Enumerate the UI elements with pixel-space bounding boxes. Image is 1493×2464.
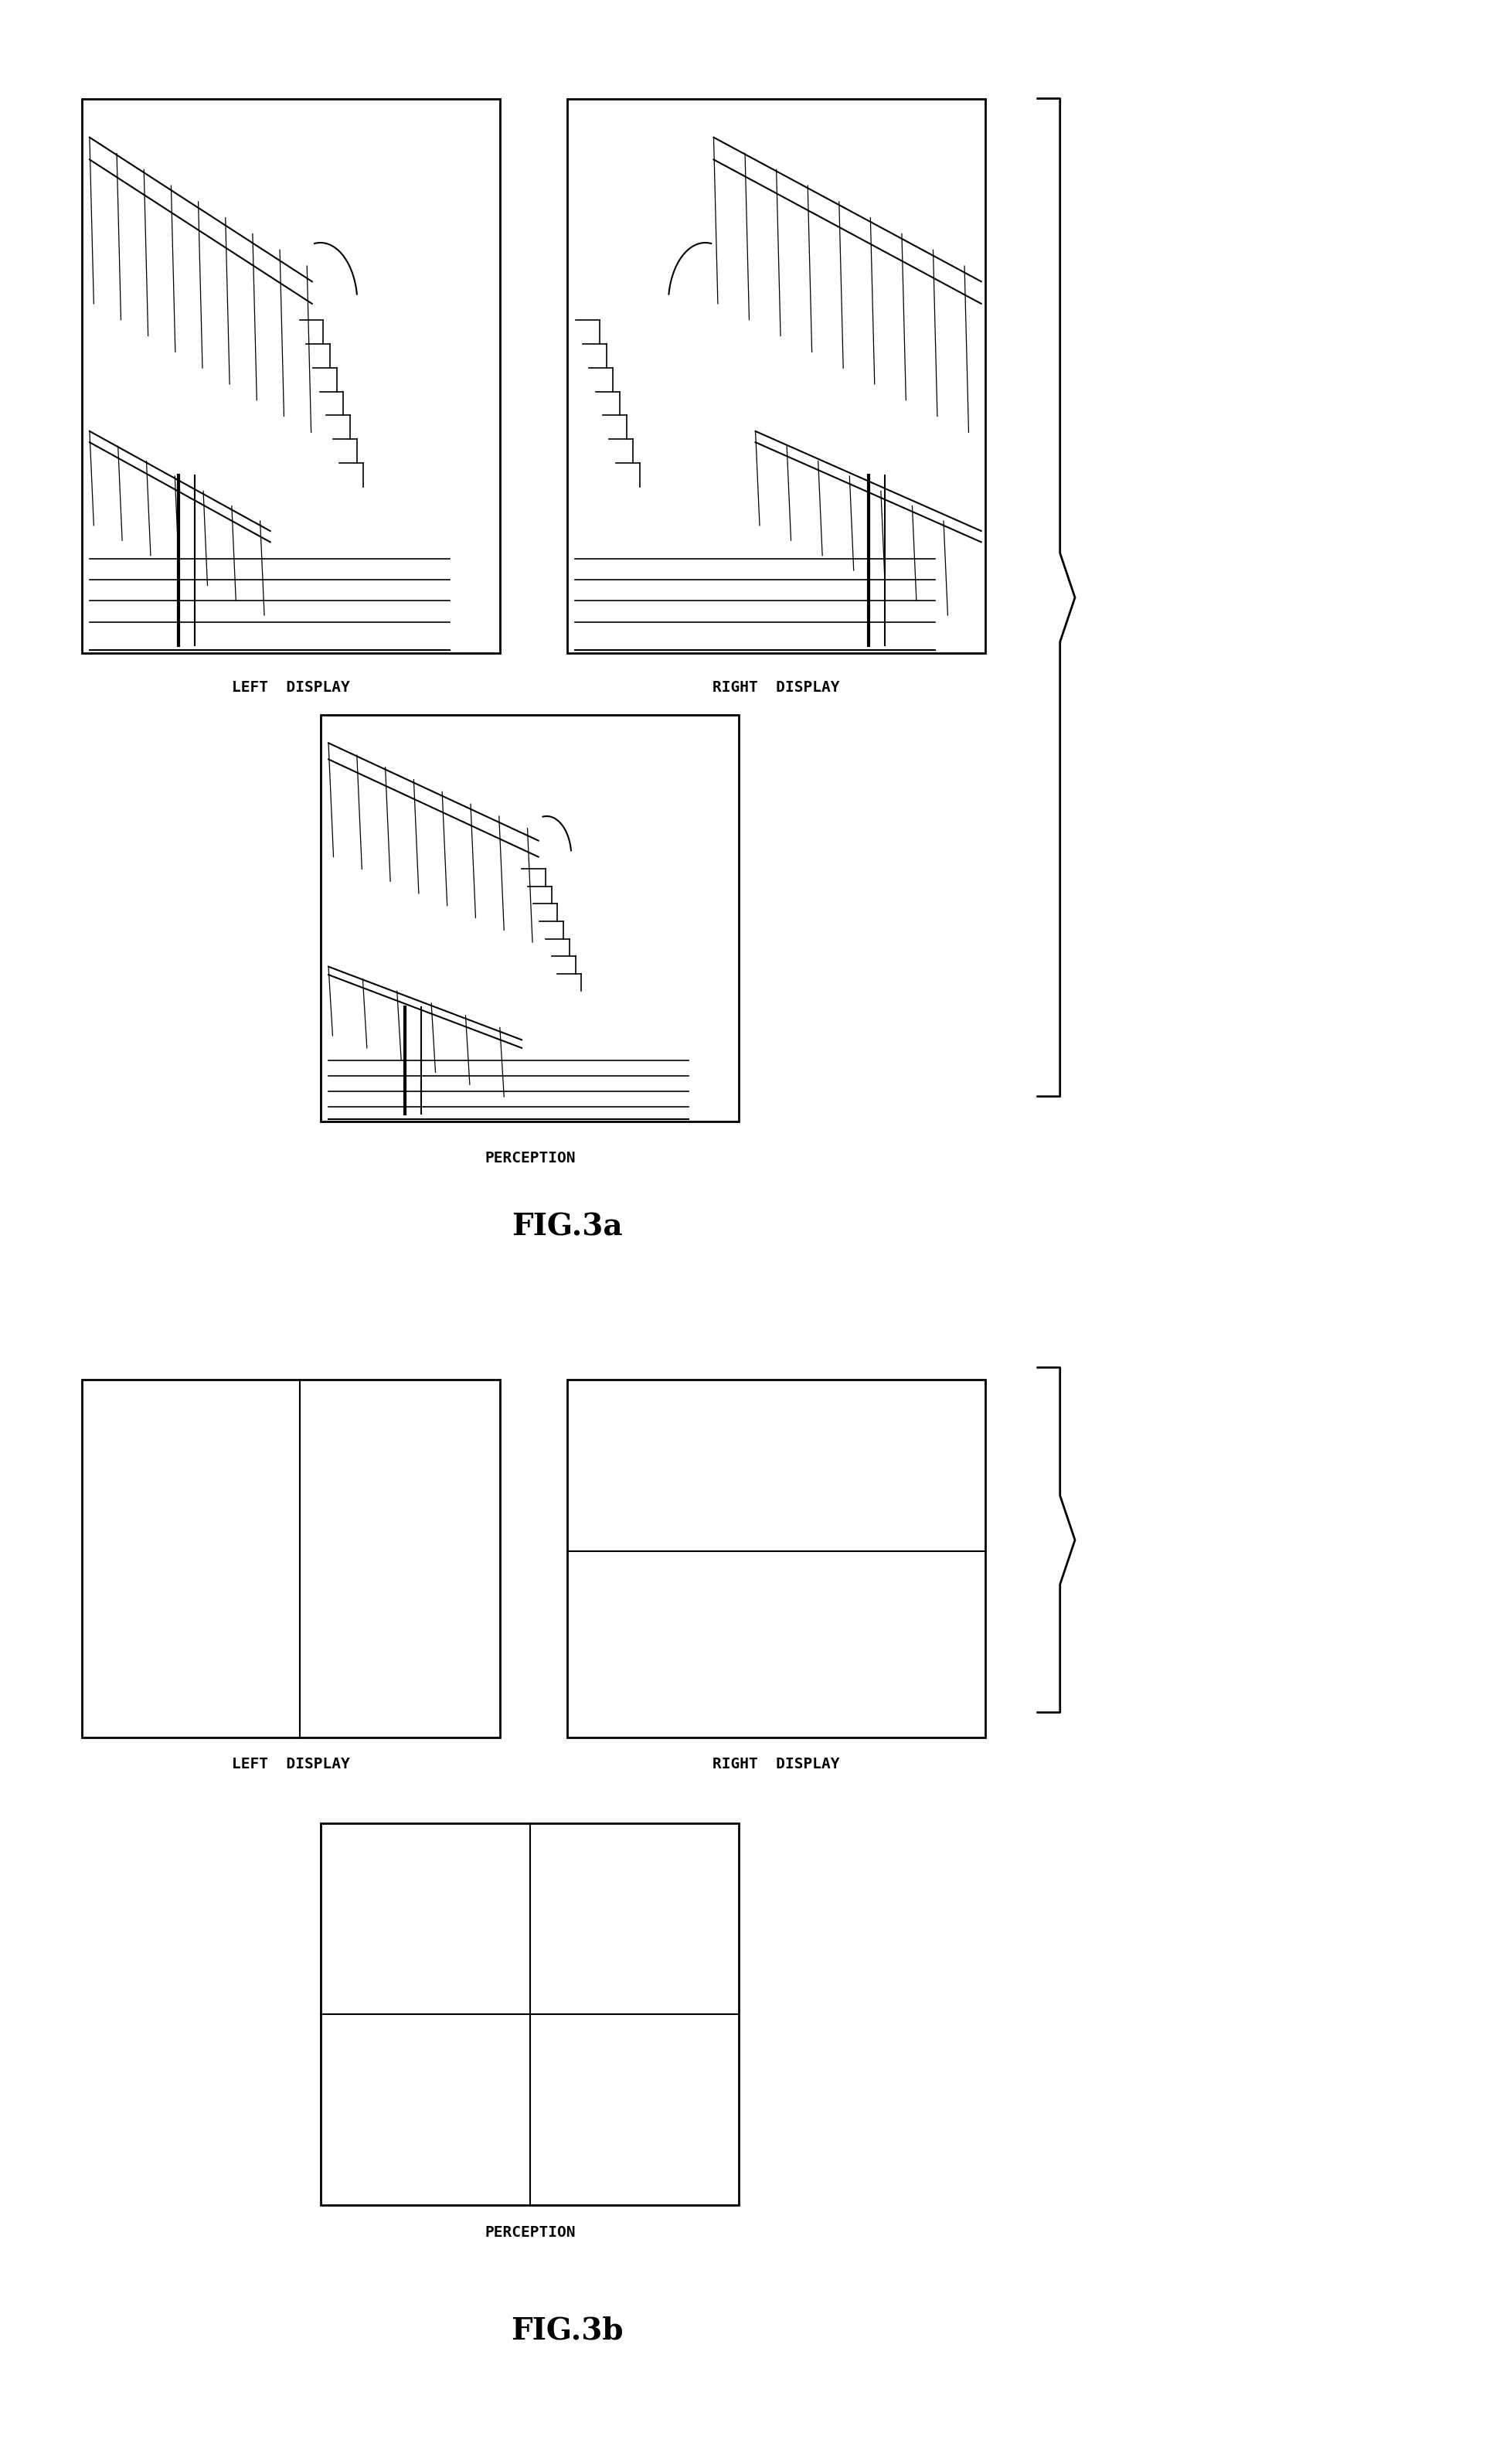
Text: RIGHT  DISPLAY: RIGHT DISPLAY <box>712 1757 841 1772</box>
Bar <box>85 103 497 648</box>
Bar <box>82 1380 500 1737</box>
Bar <box>570 103 982 648</box>
Text: FIG.3b: FIG.3b <box>511 2316 624 2346</box>
Text: LEFT  DISPLAY: LEFT DISPLAY <box>231 1757 351 1772</box>
Text: FIG.3a: FIG.3a <box>512 1212 623 1242</box>
Bar <box>567 1380 985 1737</box>
Text: PERCEPTION: PERCEPTION <box>485 2225 575 2240</box>
Bar <box>321 1823 739 2205</box>
Bar <box>321 715 739 1121</box>
Bar <box>82 99 500 653</box>
Bar <box>567 99 985 653</box>
Text: RIGHT  DISPLAY: RIGHT DISPLAY <box>712 680 841 695</box>
Text: LEFT  DISPLAY: LEFT DISPLAY <box>231 680 351 695</box>
Text: PERCEPTION: PERCEPTION <box>485 1151 575 1165</box>
Bar <box>324 719 736 1116</box>
